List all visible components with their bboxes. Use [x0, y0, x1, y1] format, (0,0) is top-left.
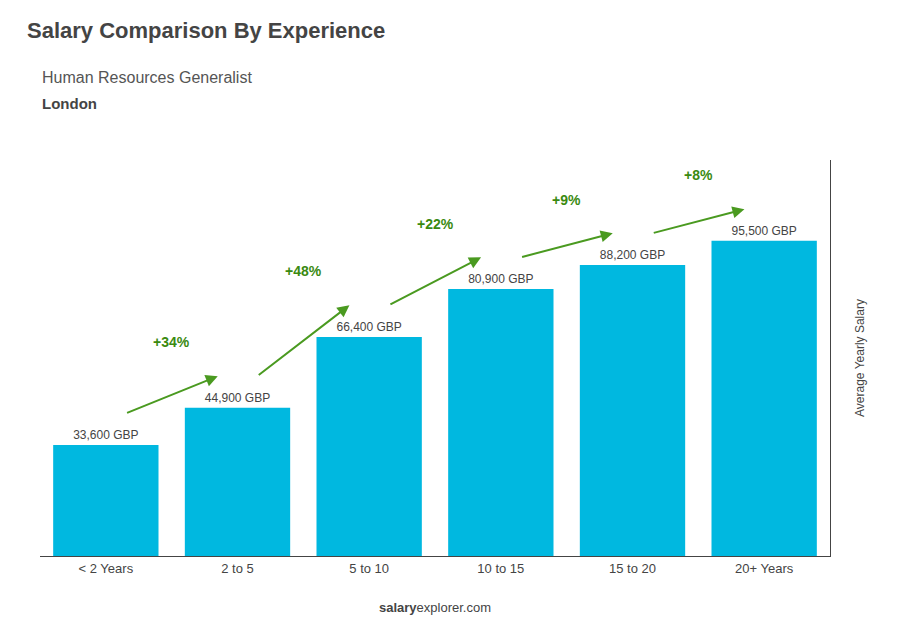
svg-text:+48%: +48% [285, 263, 322, 279]
svg-text:salaryexplorer.com: salaryexplorer.com [379, 600, 491, 615]
svg-text:15 to 20: 15 to 20 [609, 561, 656, 576]
svg-text:95,500 GBP: 95,500 GBP [731, 224, 796, 238]
svg-text:Salary Comparison By Experienc: Salary Comparison By Experience [27, 18, 385, 43]
svg-text:London: London [42, 95, 97, 112]
svg-text:+34%: +34% [153, 334, 190, 350]
svg-text:5 to 10: 5 to 10 [349, 561, 389, 576]
svg-text:80,900 GBP: 80,900 GBP [468, 272, 533, 286]
svg-text:33,600 GBP: 33,600 GBP [73, 428, 138, 442]
svg-text:< 2 Years: < 2 Years [79, 561, 134, 576]
svg-text:+9%: +9% [552, 192, 581, 208]
svg-text:2 to 5: 2 to 5 [221, 561, 254, 576]
svg-text:Average Yearly Salary: Average Yearly Salary [853, 299, 867, 417]
svg-text:+22%: +22% [417, 216, 454, 232]
svg-text:20+ Years: 20+ Years [735, 561, 794, 576]
svg-text:88,200 GBP: 88,200 GBP [600, 248, 665, 262]
svg-text:66,400 GBP: 66,400 GBP [336, 320, 401, 334]
svg-text:44,900 GBP: 44,900 GBP [205, 391, 270, 405]
svg-text:Human Resources Generalist: Human Resources Generalist [42, 69, 252, 86]
svg-text:+8%: +8% [684, 167, 713, 183]
svg-text:10 to 15: 10 to 15 [477, 561, 524, 576]
